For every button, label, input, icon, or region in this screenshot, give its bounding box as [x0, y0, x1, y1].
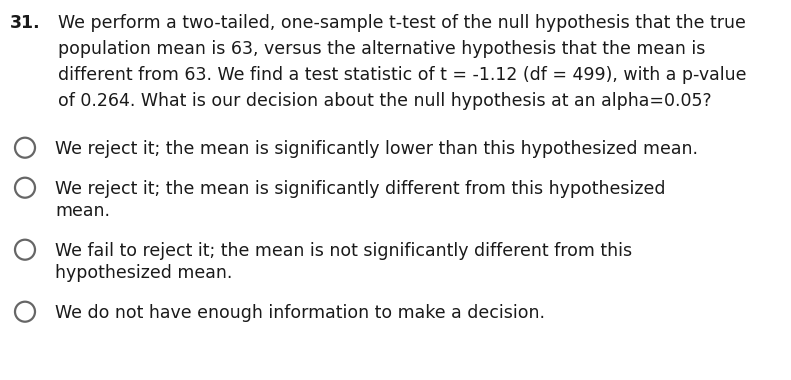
Text: mean.: mean.	[55, 202, 110, 220]
Text: of 0.264. What is our decision about the null hypothesis at an alpha=0.05?: of 0.264. What is our decision about the…	[58, 92, 712, 110]
Text: population mean is 63, versus the alternative hypothesis that the mean is: population mean is 63, versus the altern…	[58, 40, 706, 58]
Text: We reject it; the mean is significantly lower than this hypothesized mean.: We reject it; the mean is significantly …	[55, 140, 698, 158]
Text: different from 63. We find a test statistic of t = -1.12 (df = 499), with a p-va: different from 63. We find a test statis…	[58, 66, 747, 84]
Text: 31.: 31.	[10, 14, 40, 32]
Text: We do not have enough information to make a decision.: We do not have enough information to mak…	[55, 304, 545, 322]
Text: We fail to reject it; the mean is not significantly different from this: We fail to reject it; the mean is not si…	[55, 242, 632, 260]
Text: We reject it; the mean is significantly different from this hypothesized: We reject it; the mean is significantly …	[55, 180, 665, 198]
Text: hypothesized mean.: hypothesized mean.	[55, 264, 233, 282]
Text: We perform a two-tailed, one-sample t-test of the null hypothesis that the true: We perform a two-tailed, one-sample t-te…	[58, 14, 746, 32]
